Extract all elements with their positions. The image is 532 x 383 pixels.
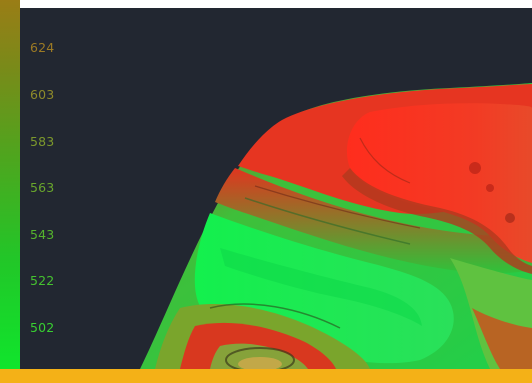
tick-label: 583	[30, 134, 55, 149]
tick-label: 624	[30, 40, 55, 55]
colorbar-tick-labels: 624 603 583 563 543 522 502	[30, 0, 90, 369]
footer-accent-bar	[0, 369, 532, 383]
elevation-colorbar	[0, 0, 20, 369]
tick-label: 502	[30, 320, 55, 335]
tick-label: 603	[30, 87, 55, 102]
top-strip	[0, 0, 532, 8]
terrain-surface	[140, 83, 532, 369]
terrain-viewport[interactable]	[20, 8, 532, 369]
tick-label: 522	[30, 273, 55, 288]
tick-label: 563	[30, 180, 55, 195]
tick-label: 543	[30, 227, 55, 242]
